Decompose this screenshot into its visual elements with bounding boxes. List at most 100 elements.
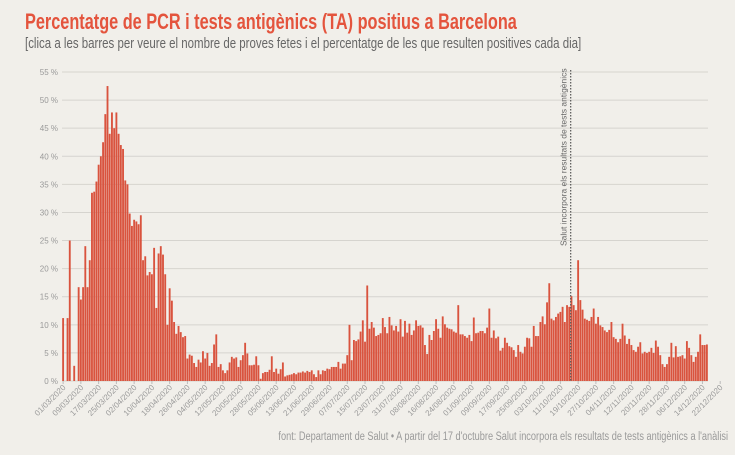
bar[interactable] <box>410 334 413 381</box>
bar[interactable] <box>652 352 655 381</box>
bar[interactable] <box>162 254 164 381</box>
bar[interactable] <box>319 374 322 381</box>
bar[interactable] <box>570 296 573 381</box>
bar[interactable] <box>324 370 326 381</box>
bar[interactable] <box>532 325 535 381</box>
bar[interactable] <box>694 356 697 381</box>
bar[interactable] <box>463 336 466 381</box>
bar[interactable] <box>259 378 262 381</box>
bar[interactable] <box>188 354 191 381</box>
bar[interactable] <box>204 358 207 381</box>
bar[interactable] <box>692 361 695 381</box>
bar[interactable] <box>679 356 682 381</box>
bar[interactable] <box>275 368 278 381</box>
bar[interactable] <box>268 369 271 381</box>
bar[interactable] <box>506 342 509 381</box>
bar[interactable] <box>612 337 615 381</box>
bar[interactable] <box>306 370 309 381</box>
bar[interactable] <box>628 338 631 381</box>
bar[interactable] <box>133 219 136 381</box>
bar[interactable] <box>352 339 355 381</box>
bar[interactable] <box>579 300 582 381</box>
bar[interactable] <box>159 246 162 381</box>
bar[interactable] <box>399 319 402 381</box>
bar[interactable] <box>650 347 653 381</box>
bar[interactable] <box>366 285 369 381</box>
bar[interactable] <box>606 332 608 381</box>
bar[interactable] <box>510 347 513 381</box>
bar[interactable] <box>663 366 666 381</box>
bar[interactable] <box>566 305 568 381</box>
bar[interactable] <box>386 333 389 381</box>
bar[interactable] <box>619 338 622 381</box>
bar[interactable] <box>146 275 149 381</box>
bar[interactable] <box>164 274 167 381</box>
bar[interactable] <box>594 323 597 381</box>
bar[interactable] <box>572 305 575 381</box>
bar[interactable] <box>626 343 628 381</box>
bar[interactable] <box>490 337 493 381</box>
bar[interactable] <box>210 363 213 381</box>
bar[interactable] <box>255 356 258 381</box>
bar[interactable] <box>155 307 158 381</box>
bar[interactable] <box>197 359 200 381</box>
bar[interactable] <box>217 366 220 381</box>
bar[interactable] <box>583 318 586 381</box>
bar[interactable] <box>226 370 229 381</box>
bar[interactable] <box>313 374 315 381</box>
bar[interactable] <box>106 86 109 382</box>
bar[interactable] <box>472 317 475 381</box>
bar[interactable] <box>195 366 198 381</box>
bar[interactable] <box>552 320 555 381</box>
bar[interactable] <box>357 339 360 381</box>
bar[interactable] <box>77 287 80 381</box>
bar[interactable] <box>432 331 435 381</box>
bar[interactable] <box>379 333 382 381</box>
bar[interactable] <box>88 260 91 381</box>
bar[interactable] <box>479 331 482 381</box>
bar[interactable] <box>375 336 378 381</box>
bar[interactable] <box>348 324 351 381</box>
bar[interactable] <box>68 240 71 381</box>
bar[interactable] <box>168 288 171 381</box>
bar[interactable] <box>355 341 358 381</box>
bar[interactable] <box>270 356 273 381</box>
bar[interactable] <box>417 325 420 381</box>
bar[interactable] <box>321 370 324 381</box>
bar[interactable] <box>672 357 675 381</box>
bar[interactable] <box>266 372 269 381</box>
bar[interactable] <box>86 287 89 381</box>
bar[interactable] <box>515 356 517 381</box>
bar[interactable] <box>535 336 537 381</box>
bar[interactable] <box>361 320 364 381</box>
bar[interactable] <box>359 331 362 381</box>
bar[interactable] <box>157 253 160 381</box>
bar[interactable] <box>537 336 540 381</box>
bar[interactable] <box>661 364 664 381</box>
bar[interactable] <box>503 337 506 381</box>
bar[interactable] <box>139 215 142 381</box>
bar[interactable] <box>219 364 222 381</box>
bar[interactable] <box>519 351 522 381</box>
bar[interactable] <box>597 316 600 381</box>
bar[interactable] <box>377 334 380 381</box>
bar[interactable] <box>97 164 100 381</box>
bar[interactable] <box>137 224 140 381</box>
bar[interactable] <box>124 180 127 381</box>
bar[interactable] <box>499 350 502 381</box>
bar[interactable] <box>657 346 659 381</box>
bar[interactable] <box>461 334 464 381</box>
bar[interactable] <box>450 329 453 381</box>
bar[interactable] <box>346 355 349 381</box>
bar[interactable] <box>341 363 344 381</box>
bar[interactable] <box>308 372 311 381</box>
bar[interactable] <box>483 333 486 381</box>
bar[interactable] <box>592 308 595 381</box>
bar[interactable] <box>153 247 156 381</box>
bar[interactable] <box>415 320 418 381</box>
bar[interactable] <box>555 316 557 381</box>
bar[interactable] <box>95 181 98 381</box>
bar[interactable] <box>481 331 484 381</box>
bar[interactable] <box>301 371 304 381</box>
bar[interactable] <box>419 325 422 381</box>
